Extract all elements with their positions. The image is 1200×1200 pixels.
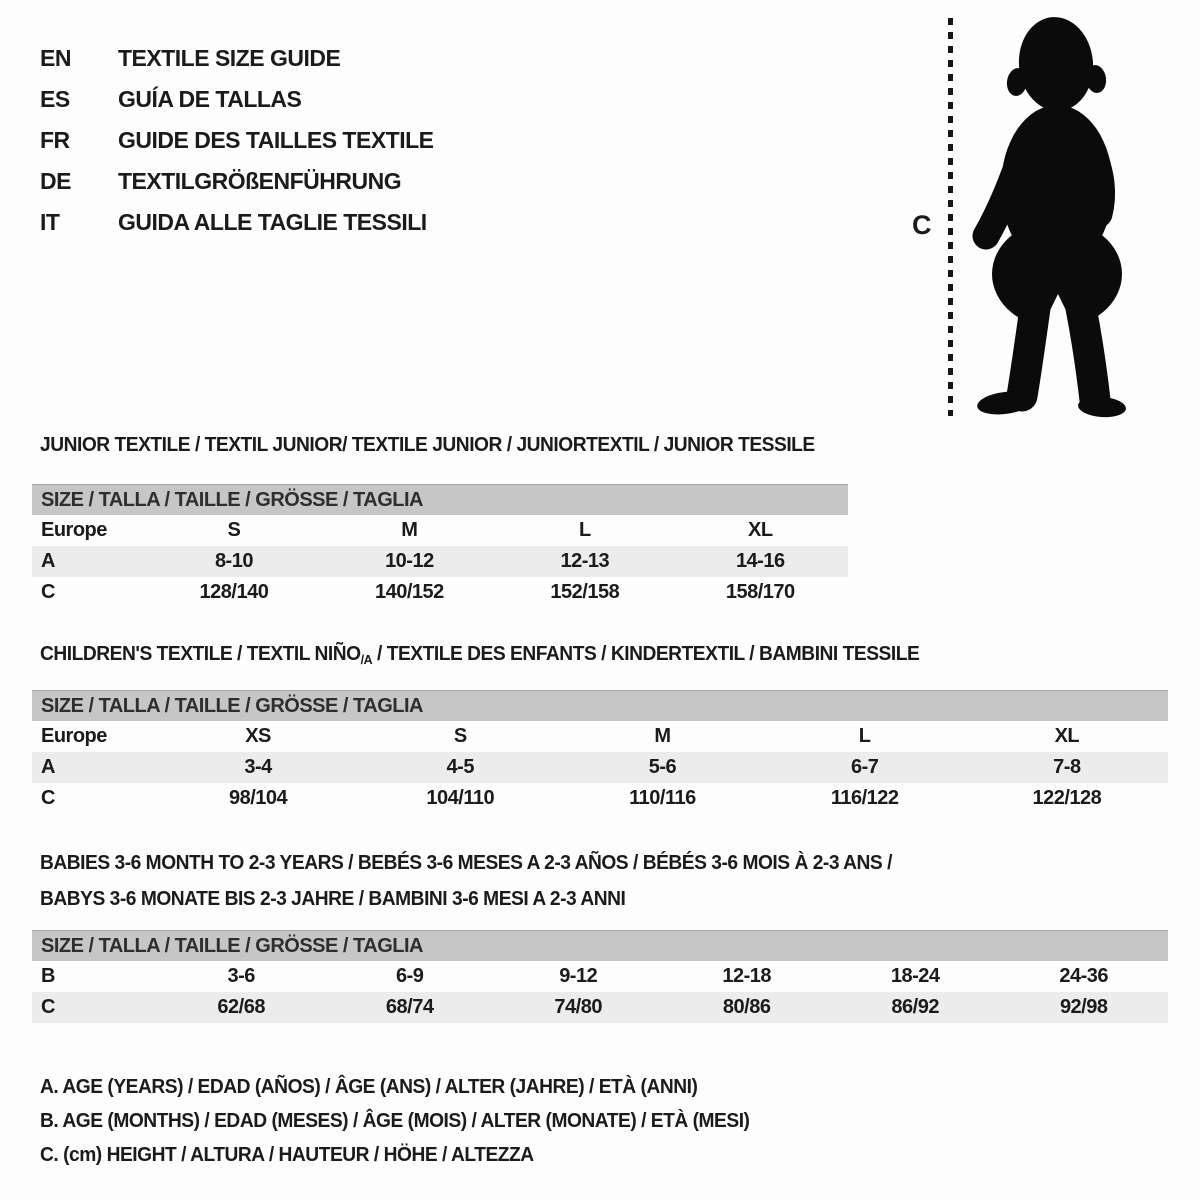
- value-cell: 3-4: [244, 756, 272, 778]
- size-cell: S: [453, 725, 467, 747]
- legend-age-years: A. AGE (YEARS) / EDAD (AÑOS) / ÂGE (ANS)…: [40, 1076, 698, 1098]
- language-code: FR: [40, 127, 70, 153]
- children-title-suffix: / TEXTILE DES ENFANTS / KINDERTEXTIL / B…: [372, 643, 920, 665]
- size-header-bar: SIZE / TALLA / TAILLE / GRÖSSE / TAGLIA: [32, 690, 1168, 721]
- language-row-de: DE TEXTILGRÖßENFÜHRUNG: [40, 161, 434, 202]
- table-row: C 128/140 140/152 152/158 158/170: [32, 577, 848, 608]
- language-list: EN TEXTILE SIZE GUIDE ES GUÍA DE TALLAS …: [40, 38, 434, 243]
- row-label-cell: B: [41, 965, 55, 987]
- row-label-cell: A: [41, 756, 55, 778]
- language-row-es: ES GUÍA DE TALLAS: [40, 79, 434, 120]
- language-title: TEXTILE SIZE GUIDE: [118, 45, 341, 71]
- value-cell: 104/110: [426, 787, 495, 809]
- table-row: Europe S M L XL: [32, 515, 848, 546]
- row-label-cell: C: [41, 581, 55, 603]
- table-row: Europe XS S M L XL: [32, 721, 1168, 752]
- height-measure-label: C: [912, 210, 932, 240]
- size-cell: L: [858, 725, 871, 747]
- value-cell: 12-18: [722, 965, 772, 987]
- children-section-title: CHILDREN'S TEXTILE / TEXTIL NIÑO/A / TEX…: [40, 643, 920, 671]
- children-title-prefix: CHILDREN'S TEXTILE / TEXTIL NIÑO: [40, 643, 361, 665]
- value-cell: 7-8: [1053, 756, 1081, 778]
- value-cell: 152/158: [550, 581, 620, 603]
- size-cell: M: [654, 725, 671, 747]
- value-cell: 10-12: [385, 550, 434, 572]
- value-cell: 86/92: [891, 996, 939, 1018]
- value-cell: 18-24: [890, 965, 940, 987]
- value-cell: 110/116: [629, 787, 696, 809]
- value-cell: 74/80: [554, 996, 602, 1018]
- value-cell: 122/128: [1032, 787, 1102, 809]
- children-size-table: SIZE / TALLA / TAILLE / GRÖSSE / TAGLIA …: [32, 690, 1168, 814]
- value-cell: 24-36: [1059, 965, 1109, 987]
- language-code: ES: [40, 86, 70, 112]
- table-row: C 98/104 104/110 110/116 116/122 122/128: [32, 783, 1168, 814]
- table-row: A 8-10 10-12 12-13 14-16: [32, 546, 848, 577]
- language-code: EN: [40, 45, 71, 71]
- babies-section-title-line1: BABIES 3-6 MONTH TO 2-3 YEARS / BEBÉS 3-…: [40, 852, 892, 874]
- language-title: TEXTILGRÖßENFÜHRUNG: [118, 168, 402, 194]
- language-title: GUÍA DE TALLAS: [118, 86, 302, 112]
- value-cell: 6-7: [850, 756, 879, 778]
- size-cell: S: [227, 519, 241, 541]
- value-cell: 140/152: [374, 581, 444, 603]
- value-cell: 116/122: [830, 787, 899, 809]
- value-cell: 5-6: [648, 756, 677, 778]
- toddler-silhouette-icon: [972, 17, 1126, 418]
- size-header-bar: SIZE / TALLA / TAILLE / GRÖSSE / TAGLIA: [32, 930, 1168, 961]
- row-label-cell: Europe: [41, 725, 107, 747]
- value-cell: 98/104: [228, 787, 288, 809]
- value-cell: 6-9: [396, 965, 424, 987]
- row-label-cell: C: [41, 996, 55, 1018]
- babies-size-table: SIZE / TALLA / TAILLE / GRÖSSE / TAGLIA …: [32, 930, 1168, 1023]
- value-cell: 3-6: [227, 965, 256, 987]
- size-cell: XS: [245, 725, 271, 747]
- size-cell: L: [578, 519, 591, 541]
- size-header-bar: SIZE / TALLA / TAILLE / GRÖSSE / TAGLIA: [32, 484, 848, 515]
- table-row: B 3-6 6-9 9-12 12-18 18-24 24-36: [32, 961, 1168, 992]
- babies-section-title-line2: BABYS 3-6 MONATE BIS 2-3 JAHRE / BAMBINI…: [40, 888, 626, 910]
- language-title: GUIDE DES TAILLES TEXTILE: [118, 127, 434, 153]
- language-row-en: EN TEXTILE SIZE GUIDE: [40, 38, 434, 79]
- row-label-cell: A: [41, 550, 55, 572]
- language-row-it: IT GUIDA ALLE TAGLIE TESSILI: [40, 202, 434, 243]
- table-row: C 62/68 68/74 74/80 80/86 86/92 92/98: [32, 992, 1168, 1023]
- row-label-cell: C: [41, 787, 55, 809]
- value-cell: 128/140: [199, 581, 269, 603]
- junior-section-title: JUNIOR TEXTILE / TEXTIL JUNIOR/ TEXTILE …: [40, 434, 815, 456]
- value-cell: 92/98: [1059, 996, 1108, 1018]
- value-cell: 62/68: [217, 996, 265, 1018]
- size-cell: XL: [1054, 725, 1080, 747]
- value-cell: 80/86: [722, 996, 771, 1018]
- language-code: IT: [40, 209, 60, 235]
- size-cell: XL: [747, 519, 773, 541]
- children-title-subscript: /A: [360, 652, 373, 667]
- legend-age-months: B. AGE (MONTHS) / EDAD (MESES) / ÂGE (MO…: [40, 1110, 750, 1132]
- height-dashed-line: [948, 18, 953, 416]
- value-cell: 8-10: [214, 550, 254, 572]
- value-cell: 4-5: [446, 756, 475, 778]
- size-cell: M: [401, 519, 418, 541]
- language-code: DE: [40, 168, 71, 194]
- value-cell: 68/74: [385, 996, 434, 1018]
- legend-height-cm: C. (cm) HEIGHT / ALTURA / HAUTEUR / HÖHE…: [40, 1144, 534, 1166]
- value-cell: 12-13: [560, 550, 610, 572]
- value-cell: 158/170: [725, 581, 795, 603]
- junior-size-table: SIZE / TALLA / TAILLE / GRÖSSE / TAGLIA …: [32, 484, 848, 608]
- language-title: GUIDA ALLE TAGLIE TESSILI: [118, 209, 427, 235]
- table-row: A 3-4 4-5 5-6 6-7 7-8: [32, 752, 1168, 783]
- language-row-fr: FR GUIDE DES TAILLES TEXTILE: [40, 120, 434, 161]
- value-cell: 14-16: [735, 550, 785, 572]
- row-label-cell: Europe: [41, 519, 107, 541]
- value-cell: 9-12: [559, 965, 598, 987]
